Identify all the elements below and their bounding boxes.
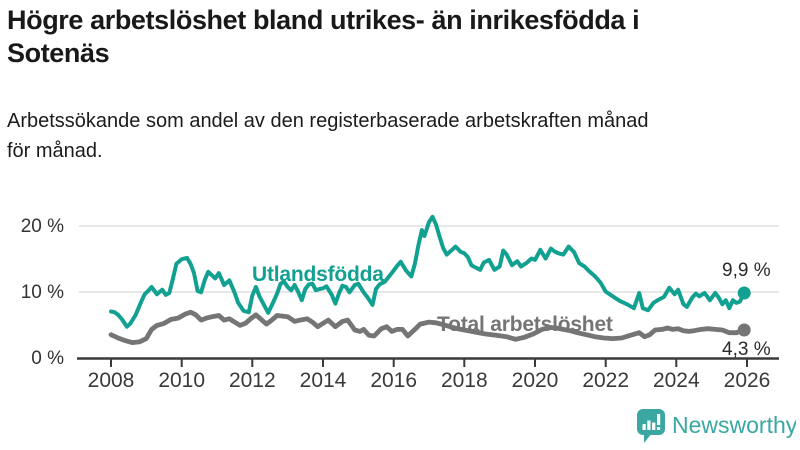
x-tick-label: 2016 [370,369,417,392]
line-chart: 20 % 10 % 0 % 2008 2010 2012 2014 2016 2018 20… [21,214,779,392]
x-tick-label: 2018 [441,369,488,392]
total-arbetsloshet-line [108,309,747,345]
logo-exclamation-stem [657,414,661,425]
total-arbetsloshet-end-dot [737,323,751,337]
logo-exclamation-dot [657,427,661,430]
utlandsfodda-end-value-label: 9,9 % [722,260,771,281]
utlandsfodda-end-dot [737,286,751,300]
total-arbetsloshet-end-value-label: 4,3 % [722,339,771,360]
logo-bar-1 [642,424,646,430]
x-tick-label: 2012 [229,369,276,392]
chart-subtitle-line-1: Arbetssökande som andel av den registerb… [7,110,649,132]
utlandsfodda-line [109,214,747,329]
page-title-line-1: Högre arbetslöshet bland utrikes- än inr… [7,5,640,35]
newsworthy-logo: Newsworthy [637,409,796,443]
y-axis-labels: 20 % 10 % 0 % [21,216,64,369]
x-tick-label: 2022 [582,369,629,392]
logo-bar-3 [652,422,656,430]
chart-subtitle: Arbetssökande som andel av den registerb… [7,106,787,166]
x-tick-label: 2024 [653,369,700,392]
newsworthy-logo-icon [637,409,665,443]
total-arbetsloshet-series-label: Total arbetslöshet [437,313,613,336]
x-axis-ticks: 2008 2010 2012 2014 2016 2018 2020 2022 2024 2026 [88,358,771,392]
x-tick-label: 2010 [158,369,205,392]
y-tick-label-10: 10 % [21,282,64,303]
chart-subtitle-line-2: för månad. [7,140,103,162]
x-tick-label: 2020 [512,369,559,392]
utlandsfodda-series-label: Utlandsfödda [252,263,384,286]
x-tick-label: 2014 [300,369,347,392]
logo-bar-2 [647,420,651,430]
y-tick-label-0: 0 % [31,348,64,369]
newsworthy-logo-text: Newsworthy [672,412,796,438]
page-title: Högre arbetslöshet bland utrikes- än inr… [7,4,787,70]
y-tick-label-20: 20 % [21,216,64,237]
x-tick-label: 2026 [724,369,771,392]
x-tick-label: 2008 [88,369,135,392]
page-title-line-2: Sotenäs [7,38,110,69]
